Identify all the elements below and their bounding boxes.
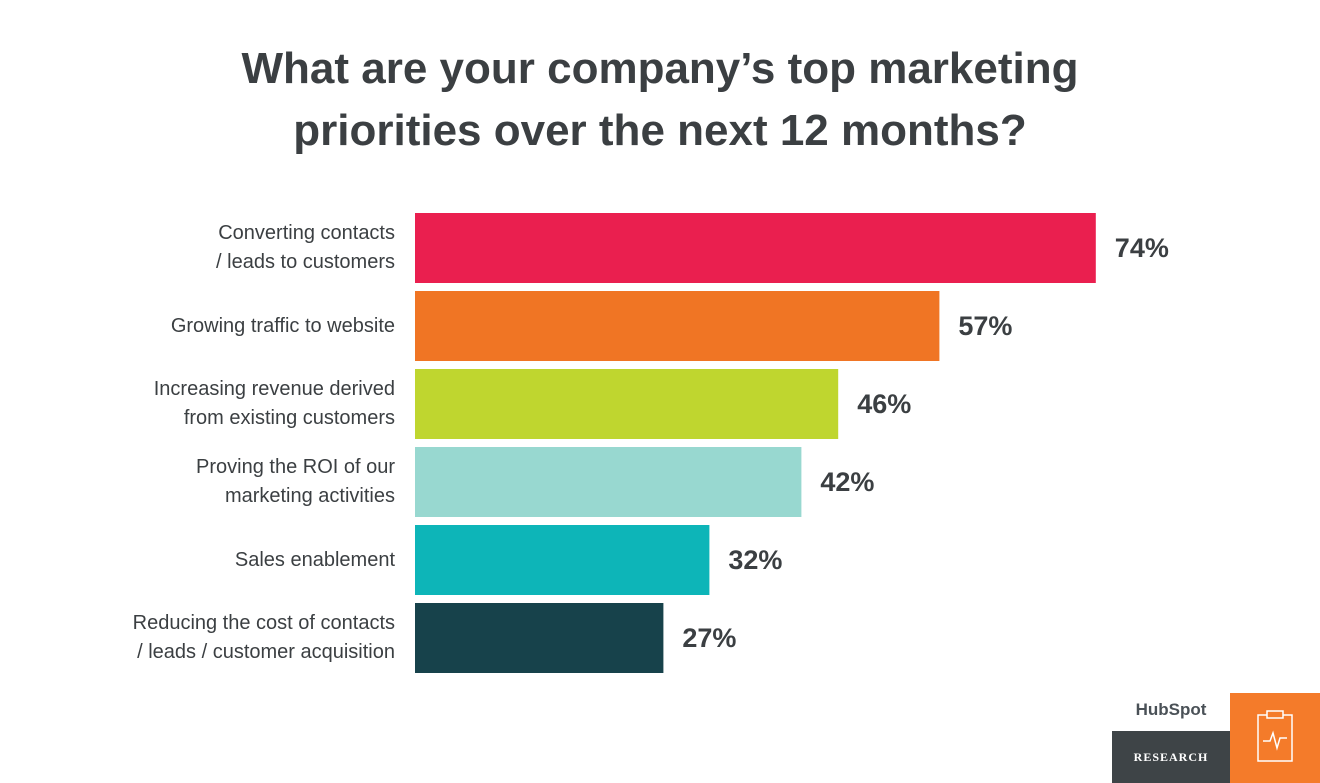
category-label: Proving the ROI of our marketing activit… <box>196 456 395 507</box>
brand-icon-box <box>1230 693 1320 783</box>
category-label: Reducing the cost of contacts / leads / … <box>132 612 395 663</box>
chart-title: What are your company’s top marketing pr… <box>241 44 1079 155</box>
value-label: 27% <box>682 623 736 653</box>
value-label: 42% <box>820 467 874 497</box>
bar <box>415 525 710 595</box>
value-label: 46% <box>857 389 911 419</box>
category-label: Increasing revenue derived from existing… <box>153 378 395 429</box>
value-label: 74% <box>1115 233 1169 263</box>
brand-label: RESEARCH <box>1112 731 1230 783</box>
clipboard-icon <box>1257 710 1293 762</box>
bar <box>415 369 839 439</box>
logo: HubSpot <box>1135 700 1207 719</box>
category-label: Growing traffic to website <box>170 314 395 337</box>
bar <box>415 447 802 517</box>
category-label: Converting contacts / leads to customers <box>216 222 395 273</box>
bar <box>415 213 1096 283</box>
category-label: Sales enablement <box>234 548 395 571</box>
bar <box>415 291 940 361</box>
value-label: 57% <box>958 311 1012 341</box>
bar <box>415 603 664 673</box>
value-label: 32% <box>728 545 782 575</box>
